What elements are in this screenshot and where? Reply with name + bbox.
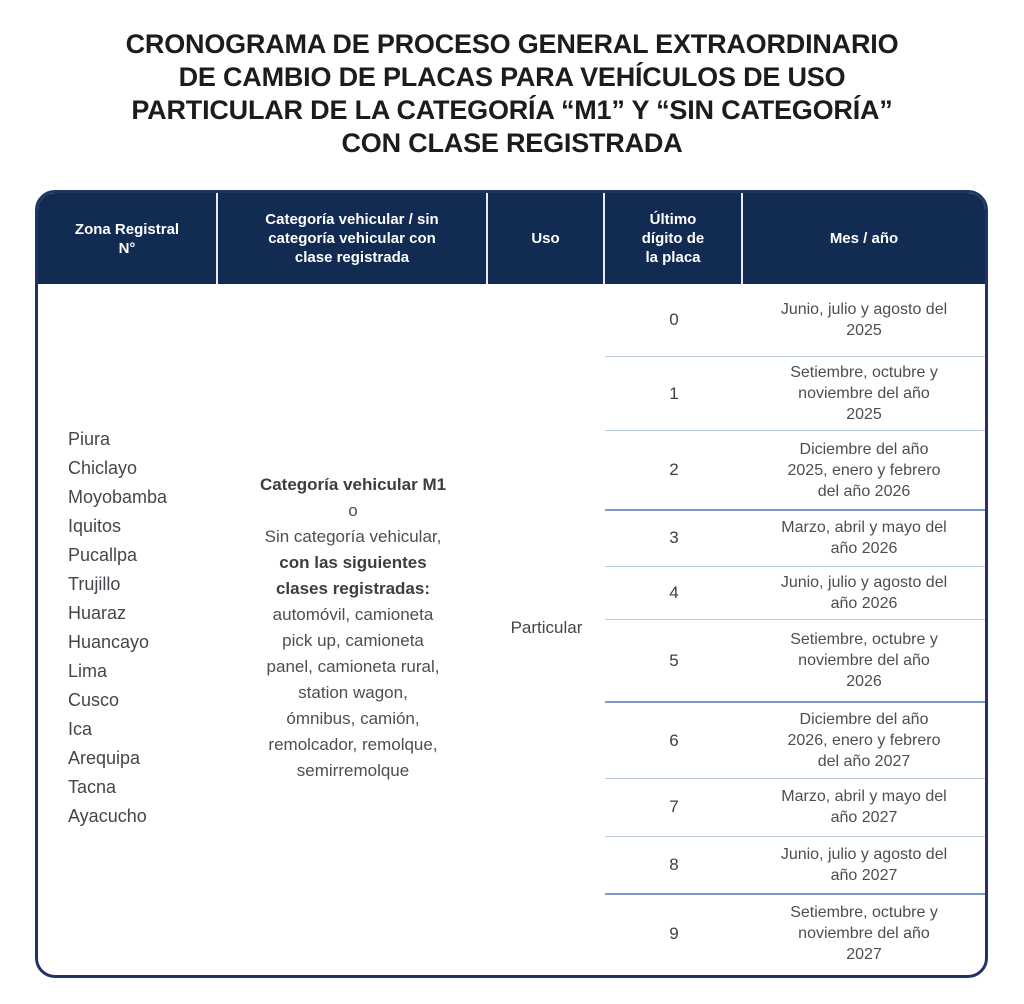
last-digit-cell: 1 — [669, 383, 679, 403]
last-digit-cell: 0 — [669, 310, 679, 330]
header-cell-ultimo-digito: Último dígito de la placa — [605, 193, 743, 284]
last-digit-cell: 6 — [669, 730, 679, 750]
zona-item: Cusco — [68, 690, 120, 710]
header-cell-mes-ano: Mes / año — [829, 230, 899, 247]
zona-item: Huancayo — [68, 632, 150, 652]
zona-item: Moyobamba — [68, 487, 168, 507]
schedule-row: 7 Marzo, abril y mayo del año 2027 — [605, 779, 985, 837]
zona-item: Huaraz — [68, 603, 127, 623]
last-digit-cell: 5 — [669, 650, 679, 670]
categoria-line: pick up, camioneta — [282, 631, 424, 650]
zona-item: Trujillo — [68, 574, 121, 594]
zona-item: Ayacucho — [68, 806, 147, 826]
last-digit-cell: 3 — [669, 528, 679, 548]
month-year-cell: Junio, julio y agosto del 2025 — [780, 301, 948, 340]
page-title: CRONOGRAMA DE PROCESO GENERAL EXTRAORDIN… — [125, 29, 899, 158]
uso-value: Particular — [510, 618, 583, 637]
categoria-line: Sin categoría vehicular, — [264, 527, 442, 546]
schedule-row: 2 Diciembre del año 2025, enero y febrero… — [605, 431, 985, 512]
zona-item: Tacna — [68, 777, 117, 797]
schedule-row: 3 Marzo, abril y mayo del año 2026 — [605, 511, 985, 567]
zona-item: Piura — [68, 429, 111, 449]
categoria-line: panel, camioneta rural, — [266, 657, 440, 676]
header-cell-zona-registral: Zona Registral N° — [38, 193, 218, 284]
schedule-row: 5 Setiembre, octubre y noviembre del año … — [605, 620, 985, 704]
zona-item: Chiclayo — [68, 458, 138, 478]
schedule-row: 1 Setiembre, octubre y noviembre del año … — [605, 357, 985, 432]
last-digit-cell: 2 — [669, 460, 679, 480]
month-year-cell: Junio, julio y agosto del año 2026 — [780, 573, 948, 612]
categoria-text: Categoría vehicular M1 o Sin categoría veh… — [260, 472, 446, 784]
last-digit-cell: 4 — [669, 582, 679, 602]
categoria-line: o — [348, 501, 358, 520]
schedule-row: 9 Setiembre, octubre y noviembre del año … — [605, 895, 985, 972]
zona-item: Ica — [68, 719, 93, 739]
categoria-line: semirremolque — [296, 761, 410, 780]
header-cell-uso: Uso — [488, 193, 605, 284]
schedule-row: 6 Diciembre del año 2026, enero y febrero… — [605, 703, 985, 780]
schedule-row: 4 Junio, julio y agosto del año 2026 — [605, 567, 985, 621]
schedule-row: 8 Junio, julio y agosto del año 2027 — [605, 837, 985, 896]
zona-column: Piura Chiclayo Moyobamba Iquitos Pucallpa Tru… — [38, 284, 218, 972]
month-year-cell: Setiembre, octubre y noviembre del año 2… — [790, 904, 938, 964]
month-year-cell: Diciembre del año 2026, enero y febrero … — [787, 711, 941, 771]
schedule-rows: 0 Junio, julio y agosto del 2025 1 Setiembr… — [605, 284, 985, 972]
month-year-cell: Diciembre del año 2025, enero y febrero … — [787, 440, 941, 500]
categoria-line: remolcador, remolque, — [268, 735, 438, 754]
categoria-line: con las siguientes — [279, 553, 427, 572]
month-year-cell: Marzo, abril y mayo del año 2026 — [781, 519, 947, 558]
categoria-line: ómnibus, camión, — [286, 709, 420, 728]
month-year-cell: Setiembre, octubre y noviembre del año 2… — [790, 631, 938, 691]
last-digit-cell: 7 — [669, 797, 679, 817]
month-year-cell: Setiembre, octubre y noviembre del año 2… — [790, 364, 938, 424]
categoria-column: Categoría vehicular M1 o Sin categoría veh… — [218, 284, 488, 972]
schedule-table: Zona Registral N° Categoría vehicular / … — [35, 190, 988, 978]
schedule-row: 0 Junio, julio y agosto del 2025 — [605, 284, 985, 358]
month-year-cell: Marzo, abril y mayo del año 2027 — [781, 788, 947, 827]
categoria-line: automóvil, camioneta — [272, 605, 434, 624]
table-body: Piura Chiclayo Moyobamba Iquitos Pucallpa Tru… — [38, 284, 985, 972]
table-header: Zona Registral N° Categoría vehicular / … — [38, 193, 985, 284]
zona-item: Lima — [68, 661, 108, 681]
zona-item: Arequipa — [68, 748, 141, 768]
zona-item: Pucallpa — [68, 545, 138, 565]
last-digit-cell: 9 — [669, 923, 679, 943]
last-digit-cell: 8 — [669, 854, 679, 874]
zona-item: Iquitos — [68, 516, 122, 536]
month-year-cell: Junio, julio y agosto del año 2027 — [780, 845, 948, 884]
categoria-line: clases registradas: — [275, 579, 431, 598]
header-cell-categoria: Categoría vehicular / sin categoría vehi… — [218, 193, 488, 284]
zona-list: Piura Chiclayo Moyobamba Iquitos Pucallpa Tru… — [68, 425, 167, 831]
uso-column: Particular — [488, 284, 605, 972]
categoria-line: station wagon, — [298, 683, 408, 702]
categoria-line: Categoría vehicular M1 — [259, 475, 447, 494]
